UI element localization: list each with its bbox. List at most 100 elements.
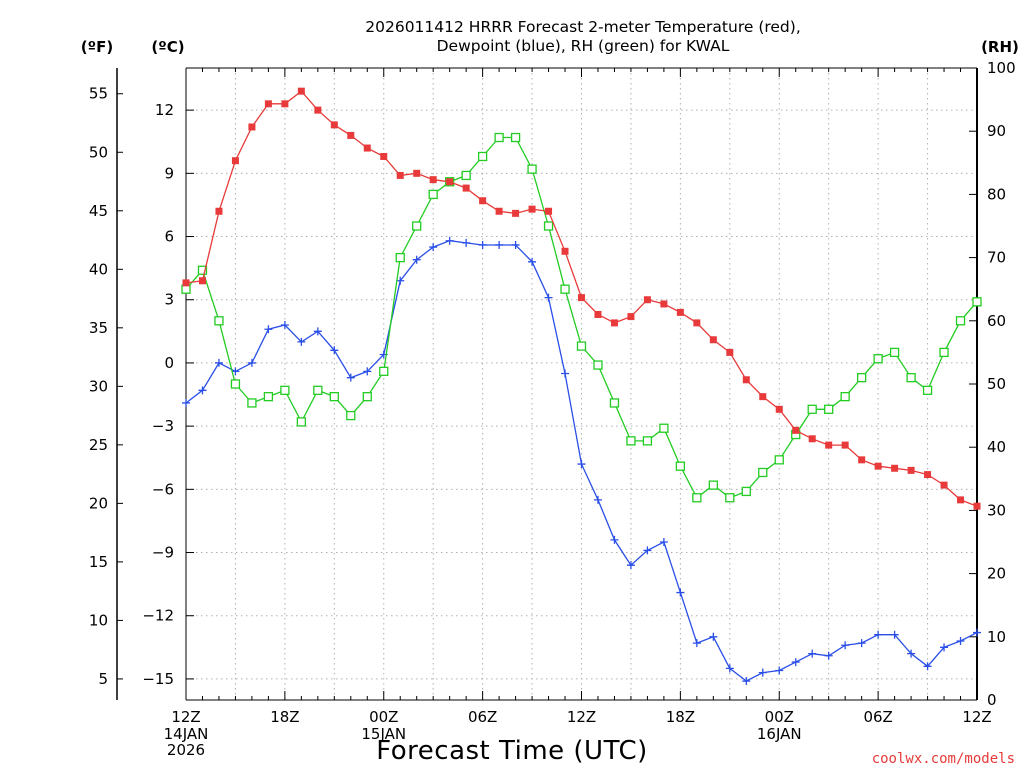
temperature-point <box>281 100 289 108</box>
x-tick-label: 12Z <box>962 708 991 726</box>
temperature-point <box>792 426 800 434</box>
rh-point <box>840 391 850 402</box>
rh-point <box>807 404 817 414</box>
dewpoint-point <box>907 649 916 658</box>
rh-point <box>477 151 488 162</box>
dewpoint-point <box>874 630 883 639</box>
temperature-point <box>858 456 866 464</box>
rh-point <box>313 385 323 395</box>
temperature-point <box>874 462 882 470</box>
rh-point <box>543 221 554 231</box>
temperature-point <box>775 405 783 413</box>
ticks-layer: 129630−3−6−9−12−155550454035302520151051… <box>89 59 1016 759</box>
celsius-tick-label: 6 <box>164 228 174 246</box>
rh-point <box>296 417 307 427</box>
temperature-point <box>808 435 816 443</box>
dewpoint-point <box>890 630 899 639</box>
x-tick-year-label: 2026 <box>167 741 205 759</box>
temperature-point <box>330 121 338 129</box>
rh-point <box>642 436 653 446</box>
rh-point <box>280 385 290 395</box>
dewpoint-point <box>363 367 372 376</box>
dewpoint-point <box>313 327 322 336</box>
temperature-point <box>363 144 371 152</box>
celsius-tick-label: −9 <box>152 544 174 562</box>
dewpoint-point <box>956 637 965 646</box>
rh-point <box>659 423 669 433</box>
dewpoint-point <box>478 240 487 249</box>
grid-layer <box>186 68 977 700</box>
temperature-point <box>512 209 520 217</box>
dewpoint-point <box>593 495 602 504</box>
x-tick-label: 18Z <box>666 708 695 726</box>
dewpoint-point <box>808 649 817 658</box>
fahrenheit-tick-label: 5 <box>98 670 108 688</box>
dewpoint-point <box>742 677 751 686</box>
rh-point <box>873 354 883 364</box>
temperature-point <box>660 300 668 308</box>
rh-point <box>230 379 241 389</box>
fahrenheit-tick-label: 50 <box>89 143 108 161</box>
rh-point <box>197 265 208 275</box>
dewpoint-point <box>709 632 718 641</box>
rh-tick-label: 90 <box>987 122 1006 140</box>
temperature-point <box>924 471 932 479</box>
dewpoint-point <box>297 337 306 346</box>
temperature-point <box>231 157 239 165</box>
series-layer <box>181 87 982 686</box>
celsius-tick-label: −15 <box>142 670 174 688</box>
x-tick-date-label: 15JAN <box>361 725 406 743</box>
temperature-point <box>446 178 454 186</box>
axes-layer <box>116 67 978 701</box>
rh-point <box>560 284 570 294</box>
rh-point <box>692 493 702 503</box>
dewpoint-point <box>280 321 289 330</box>
x-tick-label: 18Z <box>270 708 299 726</box>
fahrenheit-tick-label: 10 <box>89 611 108 629</box>
rh-point <box>758 467 768 478</box>
fahrenheit-tick-label: 15 <box>89 553 108 571</box>
rh-point <box>527 164 537 174</box>
dewpoint-point <box>923 662 932 671</box>
temperature-point <box>215 207 223 215</box>
temperature-point <box>429 176 437 184</box>
dewpoint-point <box>940 643 949 652</box>
temperature-point <box>561 247 569 255</box>
rh-point <box>395 252 405 263</box>
temperature-point <box>380 152 388 160</box>
rh-point <box>362 391 372 402</box>
rh-point <box>263 391 274 402</box>
rh-point <box>576 341 587 351</box>
rh-point <box>494 132 504 143</box>
rh-tick-label: 10 <box>987 628 1006 646</box>
celsius-tick-label: 9 <box>164 164 174 182</box>
temperature-point <box>825 441 833 449</box>
temperature-point <box>891 464 899 472</box>
temperature-point <box>413 169 421 177</box>
temperature-point <box>479 197 487 205</box>
x-tick-date-label: 14JAN <box>164 725 209 743</box>
temperature-point <box>182 279 190 287</box>
temperature-point <box>709 336 717 344</box>
temperature-point <box>462 184 470 192</box>
dewpoint-point <box>643 546 652 555</box>
dewpoint-point <box>577 460 586 469</box>
fahrenheit-tick-label: 40 <box>89 260 108 278</box>
temperature-point <box>957 496 965 504</box>
fahrenheit-tick-label: 35 <box>89 319 108 337</box>
dewpoint-point <box>528 257 537 266</box>
temperature-point <box>742 376 750 384</box>
rh-point <box>774 455 784 465</box>
rh-point <box>609 398 620 408</box>
dewpoint-point <box>725 664 734 673</box>
rh-point <box>955 316 966 326</box>
temperature-point <box>297 87 305 95</box>
dewpoint-point <box>214 358 223 367</box>
fahrenheit-tick-label: 30 <box>89 377 108 395</box>
rh-tick-label: 60 <box>987 312 1006 330</box>
rh-point <box>675 461 686 471</box>
fahrenheit-axis-label: (ºF) <box>81 38 113 56</box>
credit-link[interactable]: coolwx.com/models <box>872 751 1015 767</box>
temperature-point <box>940 481 948 489</box>
x-tick-label: 00Z <box>765 708 794 726</box>
